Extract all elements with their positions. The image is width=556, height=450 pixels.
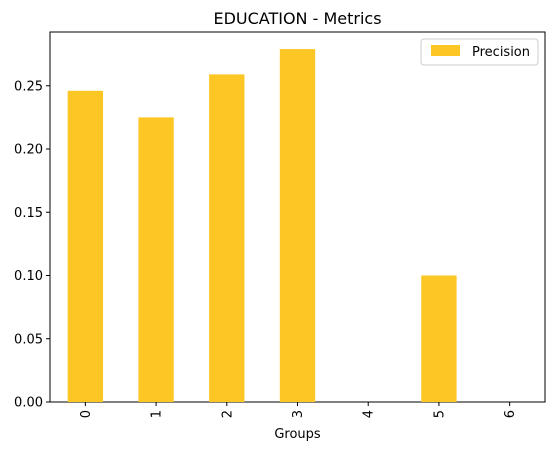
x-tick-label: 2 <box>220 410 235 418</box>
y-tick-label: 0.05 <box>14 332 43 347</box>
legend: Precision <box>420 38 539 66</box>
y-tick-label: 0.15 <box>14 206 43 221</box>
chart-title: EDUCATION - Metrics <box>213 9 381 28</box>
x-tick-label: 0 <box>79 410 94 418</box>
legend-swatch <box>431 45 460 56</box>
bar-1 <box>138 117 174 402</box>
bar-0 <box>67 90 104 403</box>
y-tick-label: 0.10 <box>14 269 43 284</box>
y-tick-label: 0.00 <box>14 396 43 411</box>
legend-label-precision: Precision <box>472 45 530 60</box>
x-tick-label: 1 <box>150 410 165 418</box>
x-axis: 0 1 2 3 4 5 6 <box>79 402 518 418</box>
y-tick-label: 0.25 <box>14 79 43 94</box>
x-tick-label: 5 <box>432 410 447 418</box>
y-axis: 0.00 0.05 0.10 0.15 0.20 0.25 <box>14 79 50 411</box>
bars-group <box>67 49 457 403</box>
y-tick-label: 0.20 <box>14 143 43 158</box>
x-tick-label: 6 <box>503 410 518 418</box>
bar-3 <box>279 49 316 402</box>
x-axis-label: Groups <box>274 427 321 442</box>
bar-2 <box>209 74 245 402</box>
bar-5 <box>421 275 457 402</box>
x-tick-label: 4 <box>362 410 377 418</box>
x-tick-label: 3 <box>291 410 306 418</box>
